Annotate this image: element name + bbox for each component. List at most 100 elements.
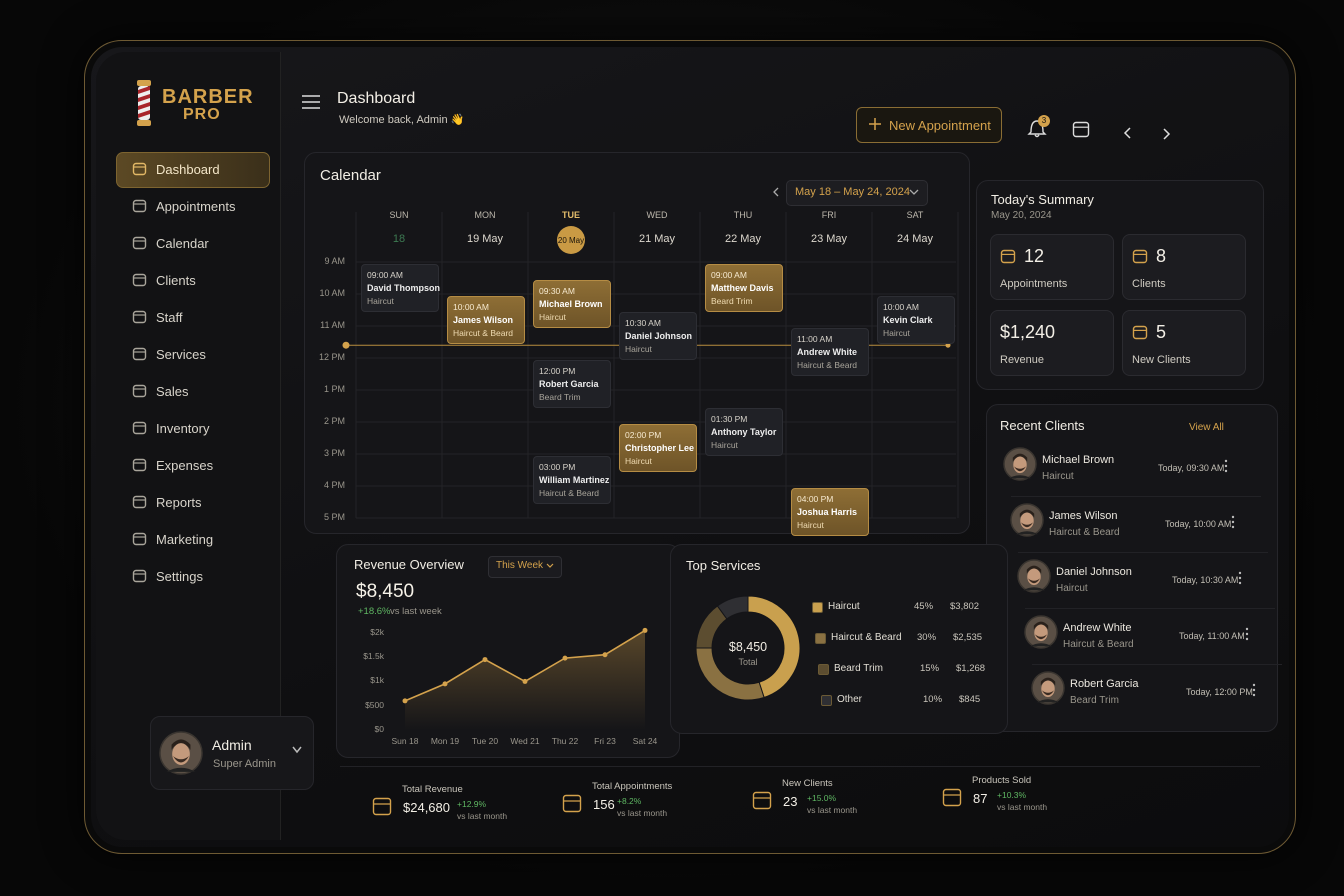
row-divider — [1018, 552, 1268, 553]
appointment[interactable] — [619, 312, 697, 360]
client-service: Haircut & Beard — [1049, 527, 1120, 538]
nav-label: Expenses — [156, 458, 214, 473]
client-service: Haircut — [1056, 583, 1088, 594]
nav-icon — [132, 199, 147, 213]
client-name: Michael Brown — [1042, 454, 1115, 466]
dropdown-arrow — [909, 189, 919, 195]
icon-shape — [132, 347, 147, 361]
nav-icon — [132, 458, 147, 472]
brand-name: BARBER — [162, 86, 254, 108]
footer-change: +8.2% — [617, 796, 642, 806]
value-label: 30% — [917, 632, 937, 643]
appointment[interactable] — [533, 280, 611, 328]
range-arrows — [773, 187, 919, 197]
appointment[interactable] — [705, 408, 783, 456]
footer-label: New Clients — [782, 778, 833, 789]
nav-item[interactable] — [116, 152, 270, 188]
x-tick-label: Mon 19 — [430, 736, 460, 746]
nav-icon — [132, 384, 147, 398]
appointment-service: Haircut — [711, 440, 738, 450]
client-service: Haircut — [1042, 471, 1074, 482]
appointment[interactable] — [619, 424, 697, 472]
appointment-service: Beard Trim — [539, 392, 581, 402]
nav-label: Dashboard — [156, 162, 220, 177]
y-tick-label: $1k — [370, 675, 384, 686]
nav-label: Services — [156, 347, 206, 362]
dot — [1245, 627, 1249, 631]
nav-icon — [132, 310, 147, 324]
appointment-client: James Wilson — [453, 315, 513, 325]
hour-label: 3 PM — [323, 448, 345, 458]
client-service: Haircut & Beard — [1063, 639, 1134, 650]
nav-arrows — [1123, 127, 1171, 140]
stat-icon — [1000, 249, 1016, 264]
appointment-service: Haircut — [883, 328, 910, 338]
client-time: Today, 09:30 AM — [1158, 463, 1225, 473]
hour-label: 12 PM — [318, 352, 345, 362]
row-divider — [1032, 664, 1282, 665]
brand-sub: PRO — [183, 106, 221, 123]
stat-label: Revenue — [1000, 354, 1045, 366]
logo-base — [137, 120, 151, 126]
appointment[interactable] — [877, 296, 955, 344]
day-name: WED — [646, 210, 668, 220]
x-tick-label: Sun 18 — [391, 736, 419, 746]
stat-value: 12 — [1024, 246, 1045, 266]
user-role: Super Admin — [213, 758, 276, 770]
summary-stat — [1122, 234, 1246, 300]
appointment[interactable] — [361, 264, 439, 312]
day-name: TUE — [562, 210, 580, 220]
appointment[interactable] — [533, 456, 611, 504]
hour-label: 9 AM — [324, 256, 345, 266]
chart-change: +18.6% — [358, 606, 391, 617]
legend-label: Beard Trim — [834, 663, 883, 674]
day-name: MON — [474, 210, 496, 220]
footer-icon — [372, 797, 392, 816]
services-card — [670, 544, 1008, 734]
data-point — [402, 698, 408, 704]
nav-label: Marketing — [156, 532, 214, 547]
day-name: SAT — [906, 210, 924, 220]
filter-arrow — [546, 563, 554, 568]
day-date: 21 May — [638, 233, 676, 245]
data-point — [602, 652, 608, 658]
date-range-pill[interactable] — [786, 180, 928, 206]
summary-stat — [990, 234, 1114, 300]
prev-arrow — [1123, 127, 1131, 139]
chevron-icon — [292, 746, 302, 754]
appointment[interactable] — [705, 264, 783, 312]
avatar-beard — [173, 756, 189, 763]
x-tick-label: Sat 24 — [632, 736, 658, 746]
calendar-title: Calendar — [320, 167, 381, 184]
appointment[interactable] — [447, 296, 525, 344]
appointment[interactable] — [533, 360, 611, 408]
avatar-hair — [1012, 453, 1028, 462]
x-tick-label: Thu 22 — [551, 736, 579, 746]
avatar-hair — [171, 739, 191, 750]
new-appointment-button[interactable] — [856, 107, 1002, 143]
dot — [1245, 637, 1249, 641]
stat-label: Appointments — [1000, 278, 1068, 290]
appointment-service: Haircut & Beard — [797, 360, 857, 370]
dot — [1231, 525, 1235, 529]
appointment[interactable] — [791, 328, 869, 376]
filter-pill[interactable] — [488, 556, 562, 578]
hour-label: 5 PM — [323, 512, 345, 522]
day-date: 20 May — [557, 236, 585, 245]
summary-title: Today's Summary — [991, 192, 1094, 207]
prev-arrow — [773, 187, 779, 197]
view-all-link[interactable]: View All — [1189, 422, 1224, 433]
footer-label: Products Sold — [972, 775, 1032, 786]
avatar-body — [1022, 587, 1046, 591]
avatar-beard — [1027, 578, 1041, 584]
appointment-time: 04:00 PM — [797, 494, 834, 504]
appointment[interactable] — [791, 488, 869, 536]
donut-center-value: $8,450 — [728, 640, 768, 654]
client-time: Today, 10:30 AM — [1172, 575, 1239, 585]
amount-label: $1,268 — [956, 663, 986, 674]
logo-stripe — [138, 110, 150, 118]
legend-swatch — [812, 602, 823, 613]
notification-badge: 3 — [1038, 115, 1050, 127]
page-subtitle: Welcome back, Admin 👋 — [339, 114, 465, 126]
nav-icon — [132, 347, 147, 361]
